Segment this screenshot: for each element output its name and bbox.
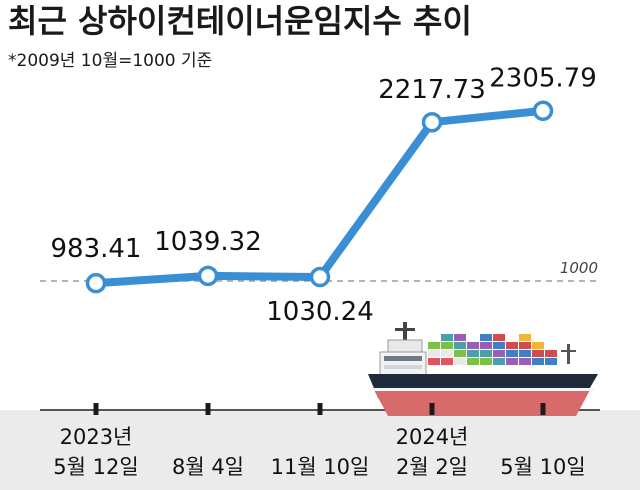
- x-tick-labels: 2023년 5월 12일 8월 4일 11월 10일 2024년 2월 2일 5월 10일: [53, 425, 585, 479]
- x-tick-label-1-line-1: 2023년: [60, 425, 133, 449]
- reference-line-label: 1000: [560, 259, 598, 277]
- data-label-1: 983.41: [51, 234, 142, 264]
- x-tick-label-1-line-2: 5월 12일: [53, 455, 138, 479]
- x-tick-label-4-line-1: 2024년: [396, 425, 469, 449]
- x-axis-band: [0, 410, 640, 490]
- x-tick-1: [93, 403, 99, 415]
- x-tick-label-3-line-2: 11월 10일: [271, 455, 370, 479]
- x-tick-5: [540, 403, 546, 415]
- data-point-3: [309, 266, 331, 288]
- x-tick-3: [317, 403, 323, 415]
- x-tick-4: [429, 403, 435, 415]
- cargo-ship-illustration: [368, 322, 598, 416]
- x-ticks: [93, 403, 546, 415]
- data-label-2: 1039.32: [154, 227, 262, 257]
- data-point-1: [85, 272, 107, 294]
- data-points: [85, 100, 554, 294]
- data-point-4: [421, 111, 443, 133]
- data-point-5: [532, 100, 554, 121]
- data-label-3: 1030.24: [266, 297, 374, 327]
- chart-subtitle: *2009년 10월=1000 기준: [8, 51, 212, 71]
- series-line: [92, 106, 547, 288]
- x-tick-label-2-line-2: 8월 4일: [172, 455, 244, 479]
- data-label-4: 2217.73: [378, 75, 486, 105]
- x-tick-2: [205, 403, 211, 415]
- data-point-2: [197, 265, 219, 287]
- x-tick-label-4-line-2: 2월 2일: [396, 455, 468, 479]
- x-tick-label-5-line-2: 5월 10일: [500, 455, 585, 479]
- chart-title: 최근 상하이컨테이너운임지수 추이: [8, 2, 472, 40]
- data-label-5: 2305.79: [489, 64, 597, 94]
- data-labels: 983.41 1039.32 1030.24 2217.73 2305.79: [51, 64, 597, 327]
